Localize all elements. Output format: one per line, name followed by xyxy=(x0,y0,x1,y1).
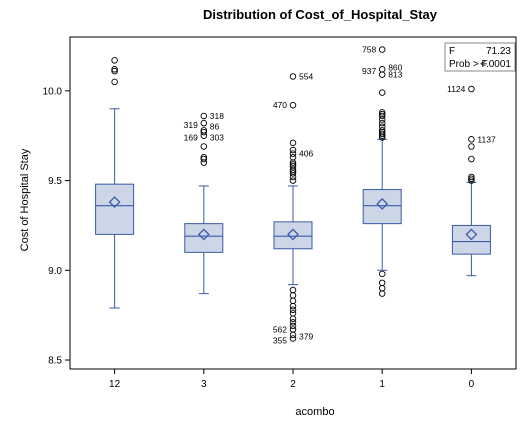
x-tick-label: 0 xyxy=(469,379,475,390)
outlier-point xyxy=(378,112,386,120)
outlier-point xyxy=(111,78,118,86)
outlier-point xyxy=(289,306,297,314)
outlier-point xyxy=(200,155,208,163)
stats-prob-value: <.0001 xyxy=(480,59,511,70)
stats-prob-label: Prob > F xyxy=(449,59,488,70)
plot-area: 8.5 9.0 9.5 10.0 12 3 2 1 0 318 319 86 169 303 554 470 4… xyxy=(43,36,517,390)
outlier-label: 554 xyxy=(299,71,313,81)
outlier-label: 379 xyxy=(299,332,313,342)
outlier-point xyxy=(289,139,297,147)
box-group-12 xyxy=(95,57,135,309)
y-tick-label: 10.0 xyxy=(43,86,63,97)
chart-title: Distribution of Cost_of_Hospital_Stay xyxy=(203,7,438,22)
outlier-point xyxy=(289,177,297,184)
outlier-point xyxy=(200,112,208,120)
outlier-label: 355 xyxy=(273,335,287,345)
outlier-point xyxy=(289,166,297,174)
outlier-point xyxy=(200,128,208,136)
y-tick-label: 9.5 xyxy=(48,176,62,187)
outlier-point xyxy=(289,73,297,80)
box-group-3: 318 319 86 169 303 xyxy=(184,111,224,295)
outlier-label: 1124 xyxy=(447,84,466,94)
outlier-point xyxy=(200,143,208,150)
outlier-label: 813 xyxy=(388,70,402,80)
x-tick-label: 3 xyxy=(201,379,207,390)
mean-marker xyxy=(108,196,121,209)
x-tick-label: 1 xyxy=(379,379,385,390)
outlier-label: 860 xyxy=(388,63,402,73)
outlier-point xyxy=(289,173,297,181)
outlier-label: 562 xyxy=(273,325,287,335)
mean-marker xyxy=(287,228,299,241)
outlier-point xyxy=(468,175,475,183)
outlier-point xyxy=(289,150,297,157)
outlier-label: 318 xyxy=(210,111,224,121)
outlier-point xyxy=(200,159,208,166)
stats-f-label: F xyxy=(449,46,455,57)
outlier-point xyxy=(468,173,475,181)
outlier-point xyxy=(289,322,297,330)
outlier-label: 169 xyxy=(184,132,198,142)
outlier-label: 86 xyxy=(210,122,220,132)
outlier-point xyxy=(289,170,297,177)
outlier-point xyxy=(468,85,475,93)
box-group-0: 1124 1137 xyxy=(447,84,496,277)
outlier-point xyxy=(289,302,297,310)
outlier-point xyxy=(378,46,386,53)
outlier-label: 1137 xyxy=(477,134,496,144)
outlier-label: 758 xyxy=(362,45,376,55)
outlier-point xyxy=(289,101,297,109)
box-group-1: 758 860 937 813 xyxy=(362,45,403,297)
outlier-point xyxy=(289,315,297,323)
outlier-point xyxy=(378,132,386,139)
outlier-point xyxy=(378,270,386,278)
box-group-2: 554 470 406 562 379 355 xyxy=(273,71,314,345)
outlier-point xyxy=(378,134,386,141)
outlier-point xyxy=(468,177,475,184)
iqr-box xyxy=(362,189,402,225)
mean-marker xyxy=(465,228,478,241)
outlier-label: 937 xyxy=(362,66,376,76)
outlier-point xyxy=(111,67,118,75)
outlier-point xyxy=(200,132,208,139)
iqr-box xyxy=(95,183,135,235)
outlier-point xyxy=(468,136,475,143)
x-tick-label: 12 xyxy=(109,379,121,390)
y-tick-label: 8.5 xyxy=(48,356,62,367)
y-tick-label: 9.0 xyxy=(48,266,62,277)
outlier-point xyxy=(289,159,297,166)
iqr-box xyxy=(273,221,313,250)
outlier-label: 303 xyxy=(210,132,224,142)
outlier-label: 470 xyxy=(273,100,287,110)
outlier-point xyxy=(468,155,475,163)
stats-box: F 71.23 Prob > F <.0001 xyxy=(444,42,516,72)
outlier-point xyxy=(378,109,386,116)
x-tick-label: 2 xyxy=(290,379,296,390)
outlier-point xyxy=(378,119,386,127)
stats-f-value: 71.23 xyxy=(486,46,511,57)
outlier-point xyxy=(468,143,475,150)
iqr-box xyxy=(184,223,224,253)
stats-box-frame xyxy=(444,42,516,72)
outlier-point xyxy=(111,57,118,64)
mean-marker xyxy=(197,228,210,241)
y-axis-title: Cost of Hospital Stay xyxy=(19,148,31,251)
outlier-point xyxy=(378,130,386,138)
mean-marker xyxy=(376,197,389,210)
outlier-point xyxy=(378,290,386,297)
outlier-point xyxy=(111,66,118,73)
outlier-label: 319 xyxy=(184,120,198,130)
outlier-point xyxy=(289,331,297,339)
outlier-point xyxy=(289,146,297,154)
outlier-point xyxy=(378,71,386,78)
outlier-point xyxy=(378,116,386,123)
outlier-label: 406 xyxy=(299,149,313,159)
outlier-point xyxy=(289,335,297,342)
outlier-point xyxy=(289,319,297,326)
outlier-point xyxy=(378,89,386,96)
outlier-point xyxy=(200,119,208,127)
x-axis-title: acombo xyxy=(295,406,334,418)
